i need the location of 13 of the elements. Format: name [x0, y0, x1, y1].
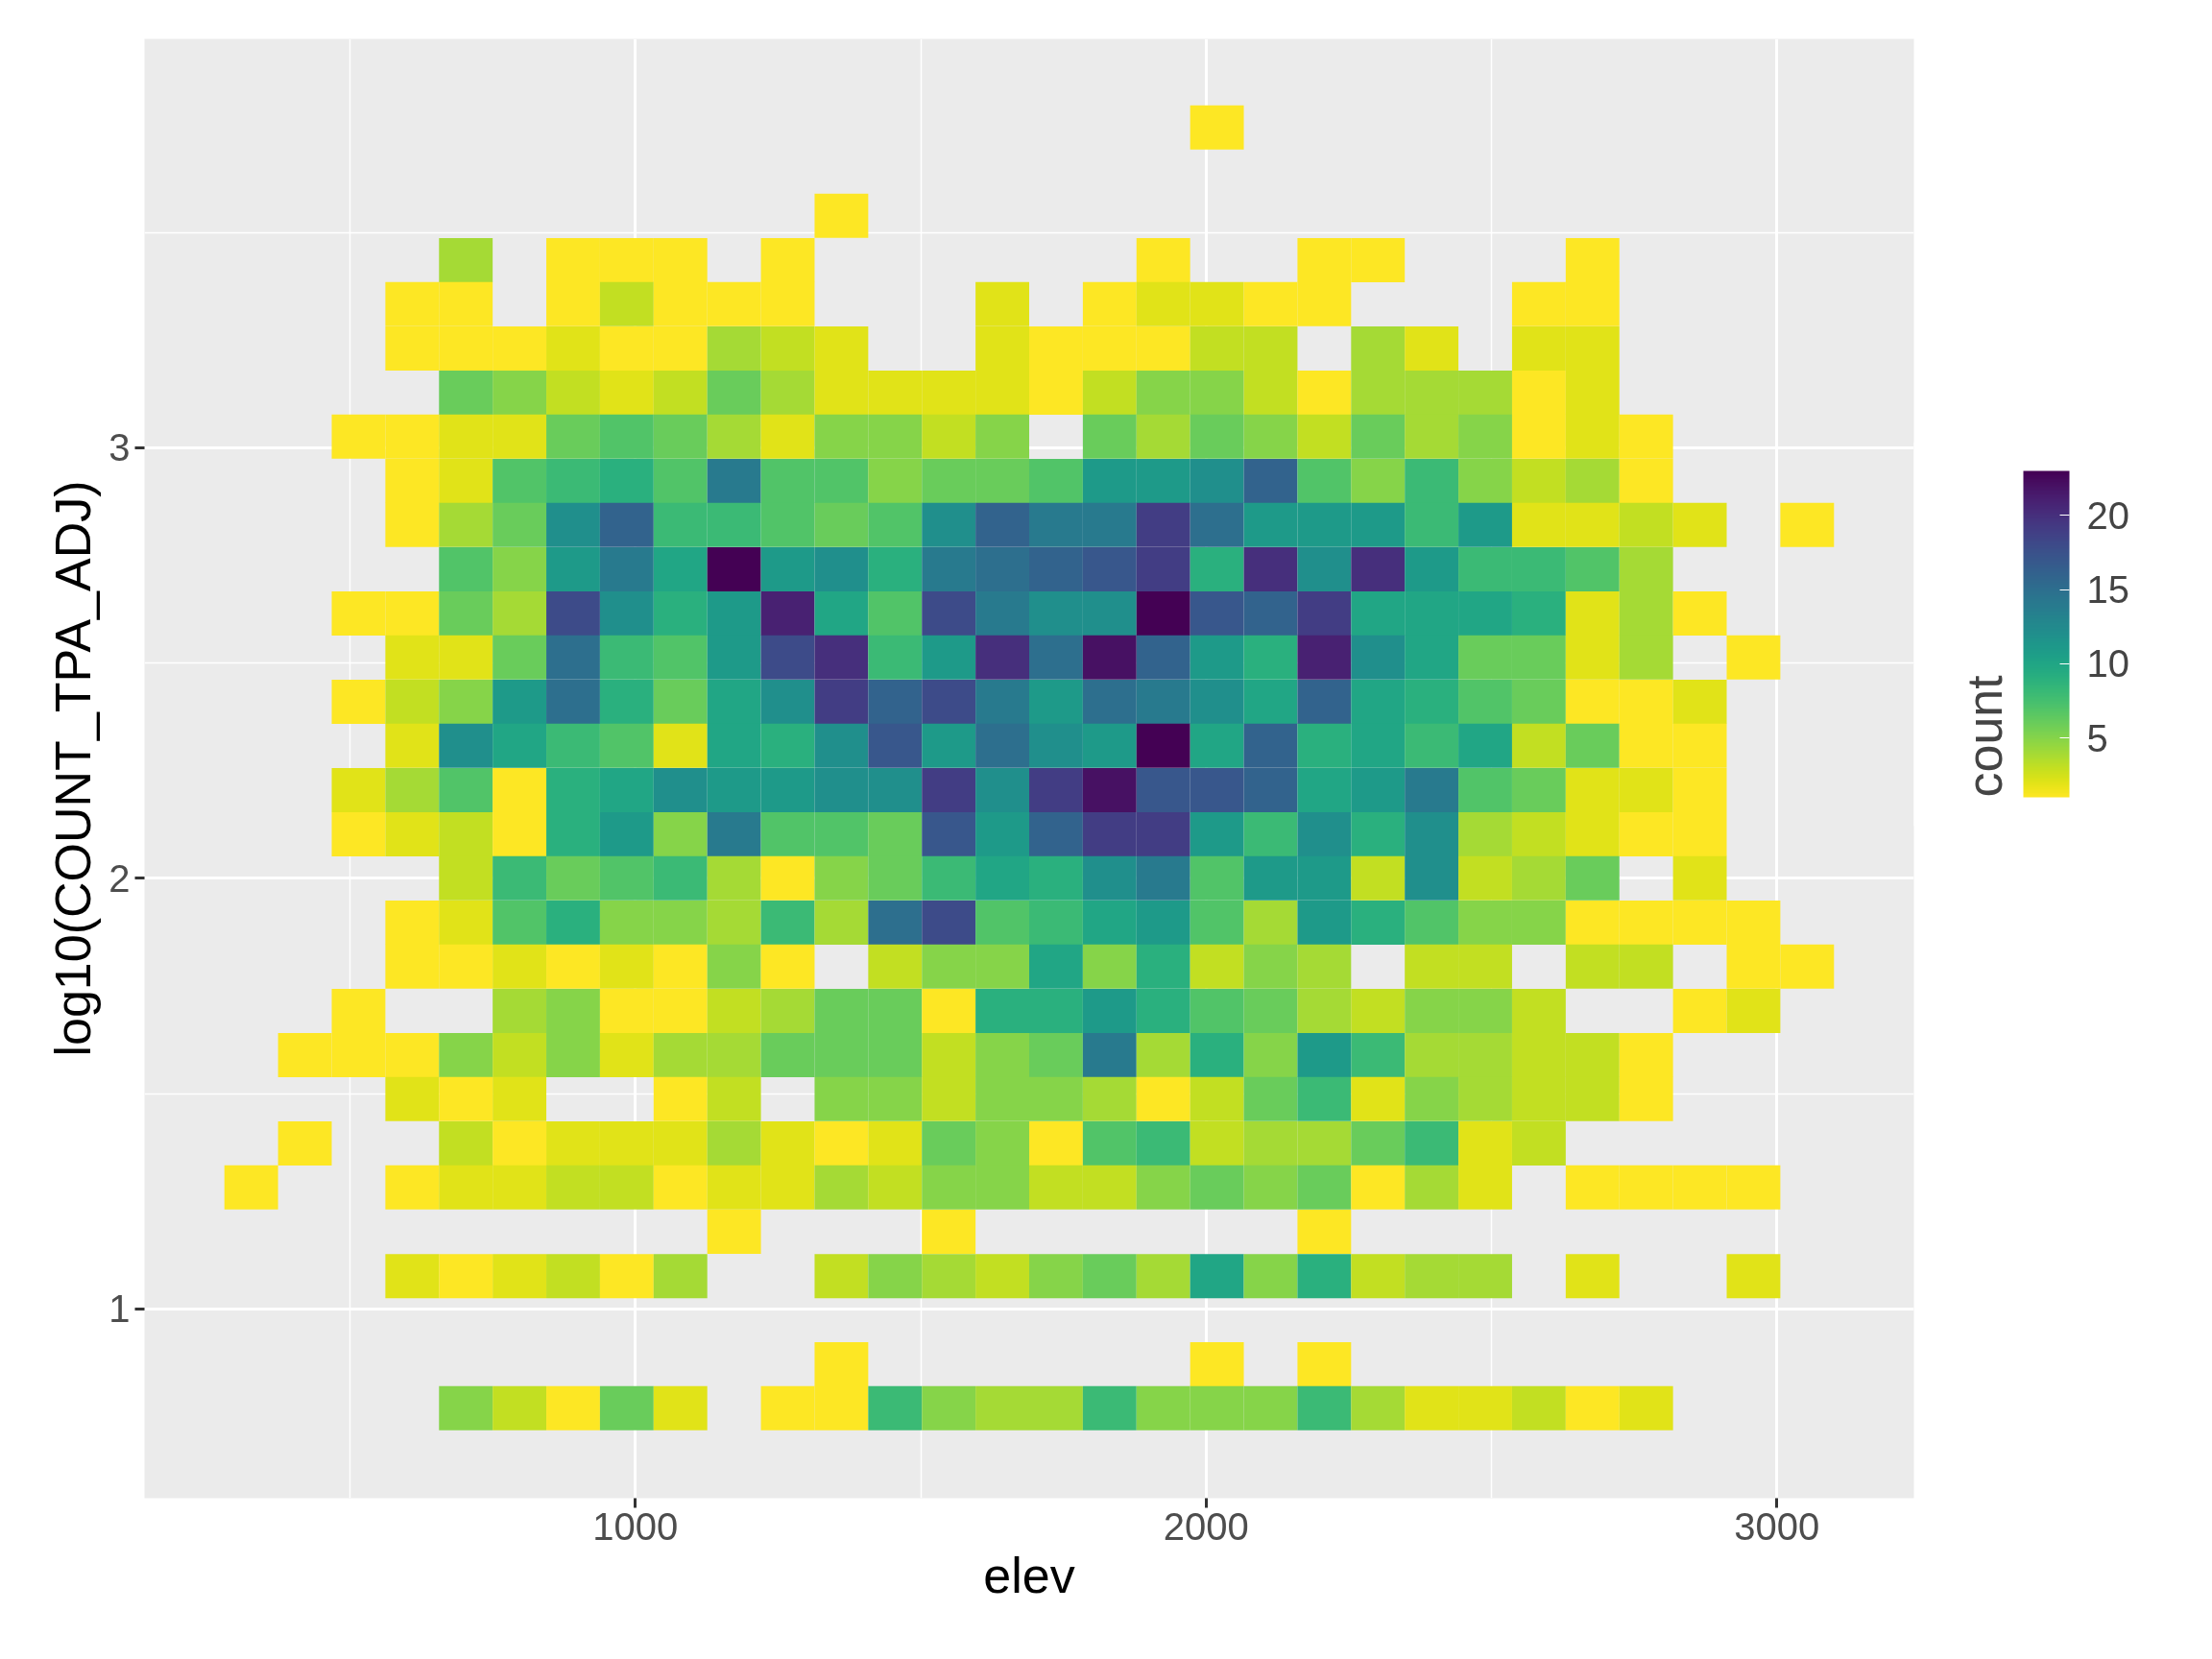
y-axis-title: log10(COUNT_TPA_ADJ) — [45, 480, 102, 1057]
x-axis-title: elev — [983, 1547, 1075, 1603]
x-tick-label: 2000 — [1163, 1504, 1249, 1548]
color-bar-label: 15 — [2086, 568, 2129, 612]
color-bar-title: count — [1956, 674, 2012, 798]
y-tick-label: 2 — [108, 856, 131, 900]
x-tick-label: 3000 — [1734, 1504, 1820, 1548]
color-bar-label: 20 — [2086, 493, 2129, 537]
x-tick-label: 1000 — [592, 1504, 679, 1548]
color-bar-label: 5 — [2086, 716, 2108, 759]
y-tick-label: 1 — [108, 1287, 131, 1331]
y-tick-label: 3 — [108, 426, 131, 469]
color-bar-label: 10 — [2086, 642, 2129, 685]
